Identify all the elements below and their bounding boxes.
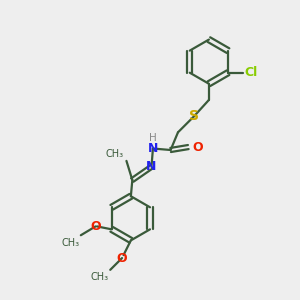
Text: O: O	[90, 220, 101, 233]
Text: N: N	[148, 142, 158, 155]
Text: CH₃: CH₃	[91, 272, 109, 282]
Text: S: S	[189, 109, 199, 123]
Text: CH₃: CH₃	[106, 148, 124, 158]
Text: CH₃: CH₃	[61, 238, 79, 248]
Text: H: H	[149, 133, 157, 143]
Text: O: O	[117, 252, 127, 265]
Text: O: O	[192, 141, 203, 154]
Text: N: N	[146, 160, 157, 173]
Text: Cl: Cl	[244, 66, 257, 79]
